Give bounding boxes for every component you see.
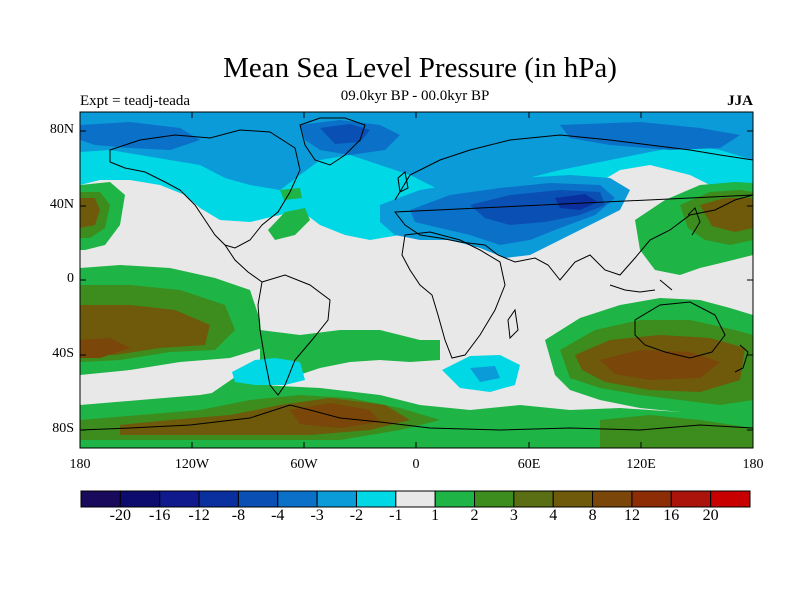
lon-tick-180e: 180 <box>742 457 764 472</box>
lon-tick-120e: 120E <box>626 457 656 472</box>
colorbar-label: -20 <box>109 507 131 524</box>
lon-tick-180w: 180 <box>69 457 91 472</box>
coastlines <box>80 117 753 431</box>
colorbar-label: -16 <box>149 507 171 524</box>
coast-indonesia <box>609 279 673 293</box>
coast-new-zealand <box>734 344 749 373</box>
arctic-mid-left <box>80 122 200 150</box>
colorbar-label: -3 <box>310 507 324 524</box>
coast-japan <box>687 207 701 236</box>
canada-green-spot <box>280 188 302 200</box>
colorbar-label: 2 <box>470 507 479 524</box>
colorbar-swatch <box>474 490 515 508</box>
colorbar-label: 12 <box>623 507 640 524</box>
contour-fields <box>80 112 753 448</box>
colorbar-swatch <box>552 490 594 508</box>
lon-tick-60e: 60E <box>517 457 541 472</box>
lat-tick-80n: 80N <box>49 122 74 137</box>
eurasia-low-core <box>555 194 598 210</box>
coast-africa <box>401 231 506 359</box>
colorbar-label: 4 <box>549 507 558 524</box>
colorbar-swatch <box>395 490 436 508</box>
lat-tick-40n: 40N <box>49 197 74 212</box>
coast-australia <box>634 301 726 359</box>
colorbar-label: 8 <box>588 507 597 524</box>
colorbar-swatch <box>592 490 633 508</box>
coast-south-america <box>257 274 331 396</box>
colorbar-label: 3 <box>509 507 518 524</box>
lat-tick-0: 0 <box>67 271 74 286</box>
colorbar-swatch <box>198 490 239 508</box>
north-pacific-brown-east <box>700 198 753 232</box>
coast-antarctica <box>80 404 753 431</box>
lon-tick-120w: 120W <box>174 457 210 472</box>
colorbar-swatch <box>355 490 397 508</box>
coast-uk <box>397 171 409 193</box>
colorbar-label: -12 <box>188 507 210 524</box>
arctic-mid-right <box>560 122 740 150</box>
greenland-deep <box>320 124 370 144</box>
lat-tick-80s: 80S <box>52 421 74 436</box>
coast-central-america <box>224 244 263 283</box>
atlantic-green-patch <box>268 208 310 240</box>
south-pacific-dark <box>80 338 130 358</box>
colorbar-swatch <box>316 490 357 508</box>
south-america-low <box>232 358 305 385</box>
coast-madagascar <box>507 308 519 340</box>
lat-tick-40s: 40S <box>52 346 74 361</box>
colorbar-label: -2 <box>349 507 364 524</box>
colorbar-label: 16 <box>663 507 680 524</box>
colorbar-swatch <box>631 490 672 508</box>
colorbar-label: 20 <box>702 507 719 524</box>
lon-tick-0: 0 <box>412 457 420 472</box>
colorbar-label: -8 <box>231 507 246 524</box>
antarctic-east-mid <box>600 415 753 448</box>
colorbar-swatch <box>80 490 121 508</box>
colorbar-swatch <box>119 490 161 508</box>
season-label: JJA <box>727 93 753 109</box>
lon-tick-60w: 60W <box>290 457 318 472</box>
colorbar-swatch <box>513 490 554 508</box>
coast-greenland <box>299 117 366 166</box>
tick-marks <box>80 112 753 448</box>
experiment-label: Expt = teadj-teada <box>80 93 191 109</box>
colorbar-label: 1 <box>431 507 440 524</box>
coast-eurasia <box>394 134 753 281</box>
colorbar-label: -1 <box>389 507 403 524</box>
antarctic-dark <box>290 403 380 428</box>
colorbar-label: -4 <box>271 507 285 524</box>
colorbar-swatch <box>237 490 279 508</box>
colorbar-swatch <box>159 490 200 508</box>
colorbar-swatch <box>277 490 318 508</box>
colorbar-swatch <box>670 490 712 508</box>
coast-north-america <box>109 129 301 249</box>
time-range-subtitle: 09.0kyr BP - 00.0kyr BP <box>340 88 490 104</box>
colorbar-swatch <box>710 490 751 508</box>
south-atlantic-low-core <box>470 366 500 382</box>
colorbar-swatch <box>434 490 476 508</box>
map-title: Mean Sea Level Pressure (in hPa) <box>223 52 617 84</box>
